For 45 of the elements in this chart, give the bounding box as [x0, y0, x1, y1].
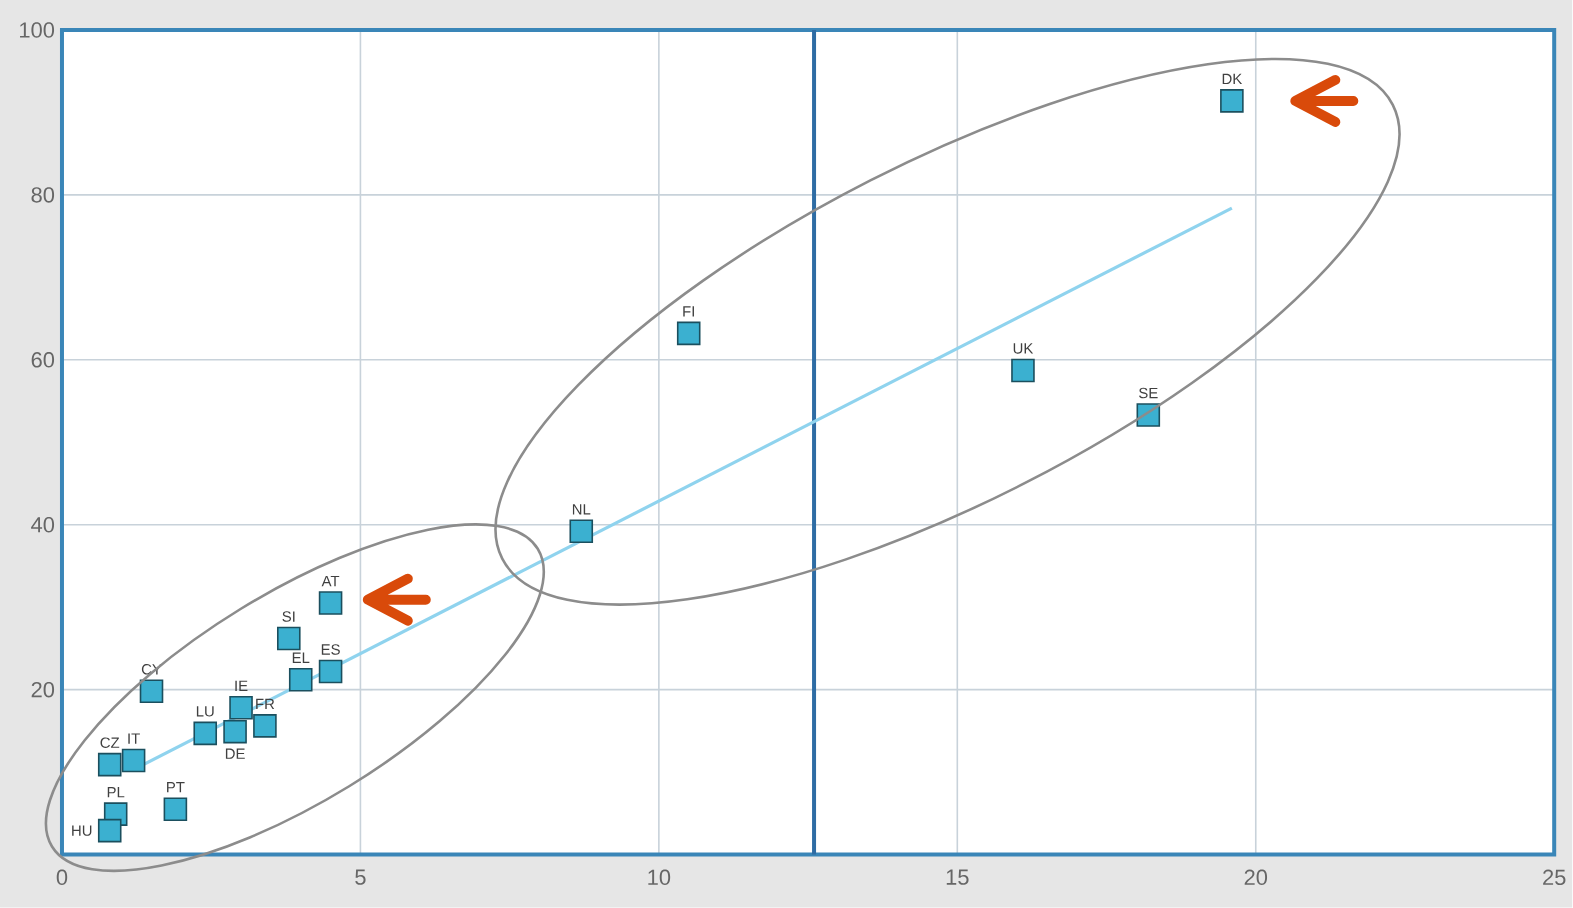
annotation: ES [321, 644, 340, 656]
annotation: PL [107, 787, 125, 798]
point [97, 819, 122, 843]
point [139, 679, 164, 704]
x-tick-label: 10 [648, 869, 671, 886]
point [569, 519, 594, 544]
point [318, 659, 343, 684]
point [229, 696, 253, 720]
x-tick-label: 25 [1543, 869, 1566, 886]
point [163, 797, 188, 822]
annotation: AT [321, 576, 340, 587]
y-tick-label: 20 [31, 682, 55, 698]
annotation: IE [235, 680, 248, 692]
y-tick-label: 80 [31, 187, 55, 203]
x-tick-label: 5 [355, 869, 366, 886]
point [277, 626, 301, 651]
annotation: HU [72, 825, 92, 837]
annotation: SI [282, 611, 295, 623]
annotation: PT [167, 782, 185, 793]
point [318, 591, 343, 616]
point [223, 720, 247, 744]
point [1220, 89, 1244, 113]
annotation: CZ [100, 737, 120, 749]
annotation: IT [128, 733, 140, 744]
point [193, 721, 218, 746]
y-tick-label: 40 [31, 517, 55, 533]
x-tick-label: 15 [946, 869, 969, 886]
annotation: EL [292, 652, 310, 664]
annotation: FI [683, 306, 694, 317]
annotation: DE [225, 748, 245, 760]
point [676, 321, 701, 346]
annotation: SE [1139, 388, 1158, 399]
y-tick-label: 100 [20, 22, 55, 38]
annotation: LU [196, 706, 214, 717]
point [121, 748, 146, 773]
x-tick-label: 0 [56, 869, 68, 886]
point [288, 668, 313, 692]
annotation: DK [1222, 74, 1243, 85]
point [253, 714, 277, 738]
point [1011, 358, 1035, 383]
y-tick-label: 60 [31, 352, 55, 368]
annotation: UK [1013, 343, 1034, 354]
annotation: NL [572, 504, 591, 515]
x-tick-label: 20 [1244, 869, 1268, 886]
point [97, 753, 122, 777]
